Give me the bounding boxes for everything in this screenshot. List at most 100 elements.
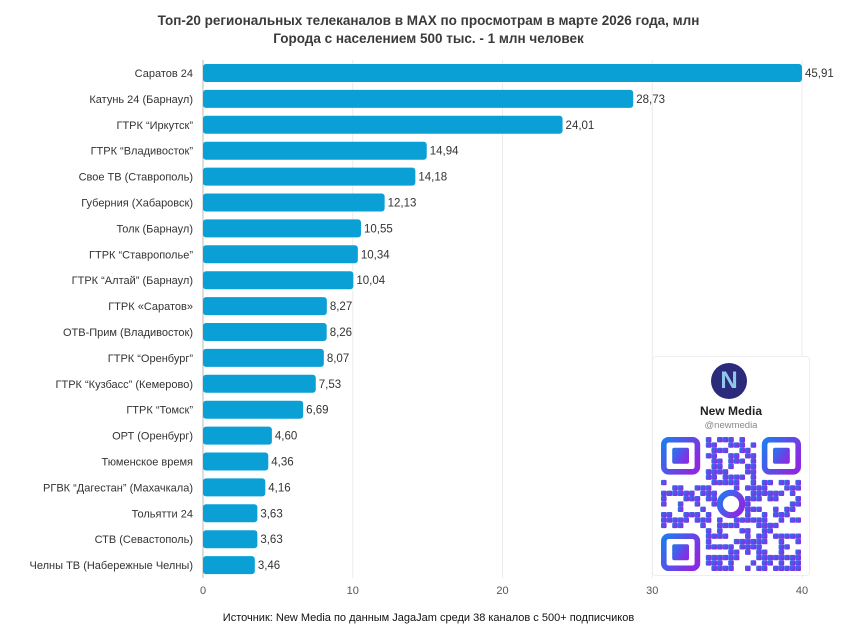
- qr-finder: [761, 437, 801, 475]
- value-label: 28,73: [636, 94, 665, 106]
- value-label: 12,13: [388, 198, 417, 210]
- qr-module: [778, 549, 785, 555]
- qr-module: [778, 554, 785, 561]
- category-label: ГТРК “Оренбург”: [108, 353, 194, 365]
- qr-module: [728, 549, 734, 555]
- qr-module: [700, 490, 706, 496]
- qr-module: [773, 565, 779, 571]
- qr-module: [778, 517, 785, 523]
- qr-module: [789, 560, 796, 566]
- qr-module: [683, 512, 689, 518]
- bar: [203, 219, 361, 238]
- qr-module: [717, 544, 723, 550]
- qr-module: [795, 501, 801, 507]
- qr-module: [767, 479, 773, 486]
- qr-module: [795, 560, 801, 566]
- qr-module: [761, 554, 768, 561]
- qr-module: [722, 544, 729, 550]
- qr-module: [728, 554, 734, 561]
- value-label: 4,60: [275, 431, 297, 443]
- qr-module: [778, 560, 785, 566]
- qr-module: [717, 458, 723, 464]
- qr-module: [795, 533, 801, 539]
- qr-module: [750, 479, 757, 486]
- qr-module: [717, 528, 723, 534]
- bar-chart: 0 10 20 30 40 Саратов 24 45,91 Катунь 24 (Барна…: [30, 60, 834, 597]
- qr-module: [750, 538, 757, 545]
- bar: [203, 400, 304, 419]
- channel-handle: @newmedia: [704, 420, 758, 431]
- qr-module: [711, 479, 717, 486]
- qr-module: [745, 517, 751, 523]
- qr-module: [761, 560, 768, 566]
- qr-module: [661, 501, 667, 507]
- qr-module: [711, 533, 717, 539]
- qr-module: [784, 565, 790, 571]
- qr-module: [756, 506, 762, 513]
- qr-finder-center: [773, 447, 790, 464]
- qr-module: [700, 485, 706, 491]
- qr-center-logo: [716, 489, 746, 519]
- qr-module: [761, 528, 768, 534]
- qr-module: [773, 506, 779, 513]
- qr-module: [717, 565, 723, 571]
- qr-module: [728, 442, 734, 448]
- qr-module: [745, 501, 751, 507]
- qr-module: [745, 565, 751, 571]
- bar: [203, 348, 324, 367]
- qr-module: [750, 490, 757, 496]
- qr-module: [733, 474, 740, 480]
- qr-module: [789, 506, 796, 513]
- qr-module: [761, 517, 768, 523]
- qr-module: [661, 512, 667, 518]
- qr-module: [694, 517, 701, 523]
- qr-module: [739, 458, 745, 464]
- value-label: 4,36: [271, 457, 293, 469]
- qr-module: [773, 512, 779, 518]
- qr-module: [761, 565, 768, 571]
- qr-module: [739, 517, 745, 523]
- x-tick-label: 0: [200, 585, 206, 597]
- qr-module: [745, 528, 751, 534]
- qr-module: [739, 474, 745, 480]
- qr-module: [756, 490, 762, 496]
- value-label: 10,34: [361, 249, 390, 261]
- category-label: СТВ (Севастополь): [95, 534, 193, 546]
- qr-module: [756, 533, 762, 539]
- qr-module: [683, 495, 689, 502]
- category-label: ГТРК “Ставрополье”: [89, 249, 193, 261]
- qr-module: [761, 522, 768, 529]
- qr-module: [773, 533, 779, 539]
- qr-module: [689, 495, 695, 502]
- value-label: 4,16: [268, 482, 290, 494]
- category-label: РГВК “Дагестан” (Махачкала): [43, 482, 193, 494]
- bar: [203, 374, 316, 393]
- category-label: Катунь 24 (Барнаул): [89, 94, 193, 106]
- qr-module: [661, 479, 667, 486]
- qr-module: [739, 437, 745, 443]
- qr-module: [784, 533, 790, 539]
- category-label: ГТРК “Томск”: [126, 405, 193, 417]
- qr-module: [683, 517, 689, 523]
- qr-module: [739, 544, 745, 550]
- bar: [203, 64, 802, 82]
- category-label: ГТРК «Саратов»: [108, 301, 193, 313]
- qr-module: [789, 501, 796, 507]
- qr-module: [750, 495, 757, 502]
- qr-module: [711, 544, 717, 550]
- qr-module: [694, 512, 701, 518]
- value-label: 7,53: [319, 379, 341, 391]
- qr-module: [705, 453, 712, 459]
- qr-module: [677, 517, 684, 523]
- qr-module: [750, 485, 757, 491]
- qr-code[interactable]: [661, 437, 801, 571]
- qr-module: [745, 463, 751, 470]
- x-tick-label: 30: [646, 585, 658, 597]
- category-label: Саратов 24: [135, 68, 193, 80]
- qr-module: [767, 528, 773, 534]
- qr-module: [784, 544, 790, 550]
- qr-module: [767, 560, 773, 566]
- qr-module: [722, 437, 729, 443]
- qr-module: [705, 528, 712, 534]
- qr-module: [756, 565, 762, 571]
